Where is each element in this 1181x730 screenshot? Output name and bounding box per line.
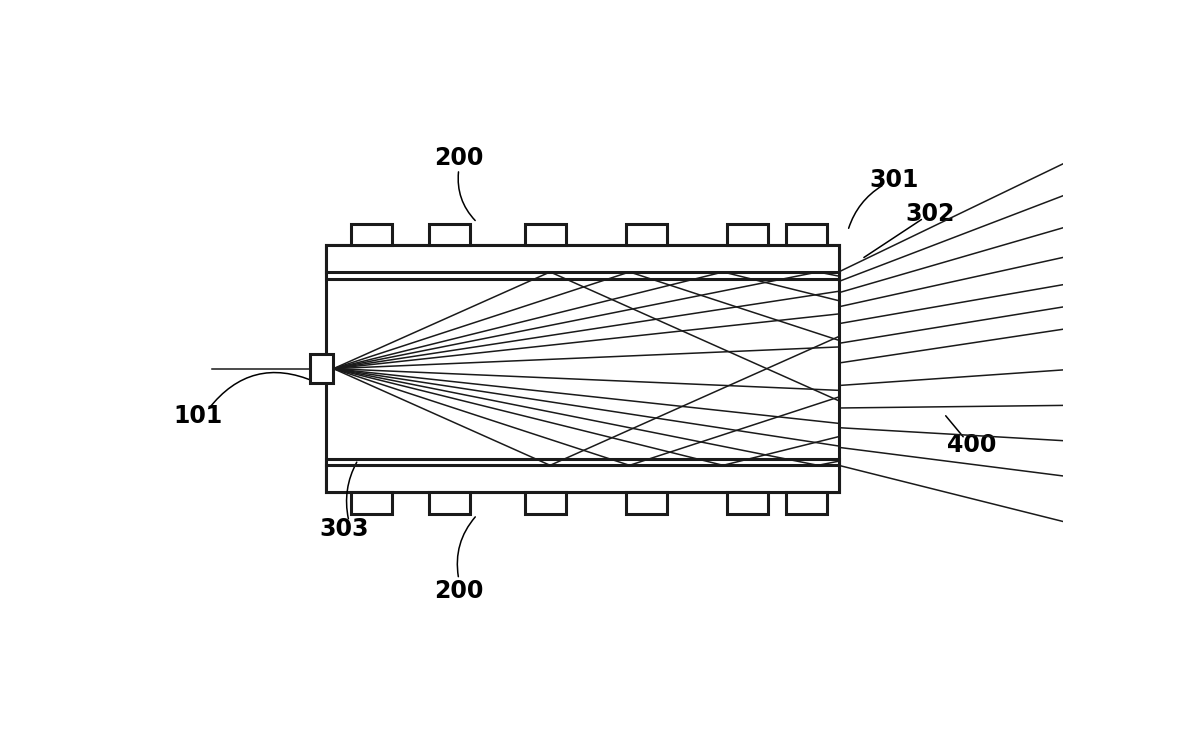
Bar bbox=[326, 245, 839, 492]
Bar bbox=[787, 492, 827, 514]
Text: 101: 101 bbox=[174, 404, 222, 429]
Text: 303: 303 bbox=[320, 517, 370, 541]
Text: 302: 302 bbox=[906, 202, 955, 226]
Bar bbox=[726, 492, 768, 514]
Text: 301: 301 bbox=[869, 169, 919, 192]
Bar bbox=[626, 492, 667, 514]
Bar bbox=[787, 223, 827, 245]
Bar bbox=[626, 223, 667, 245]
Bar bbox=[309, 354, 333, 383]
Bar bbox=[429, 492, 470, 514]
Bar bbox=[429, 223, 470, 245]
Bar bbox=[326, 458, 839, 492]
Bar bbox=[526, 492, 567, 514]
Bar bbox=[351, 223, 392, 245]
Bar bbox=[326, 245, 839, 279]
Bar bbox=[726, 223, 768, 245]
Text: 200: 200 bbox=[435, 146, 483, 170]
Text: 400: 400 bbox=[947, 433, 996, 456]
Text: 200: 200 bbox=[435, 579, 483, 603]
Bar bbox=[526, 223, 567, 245]
Bar bbox=[351, 492, 392, 514]
